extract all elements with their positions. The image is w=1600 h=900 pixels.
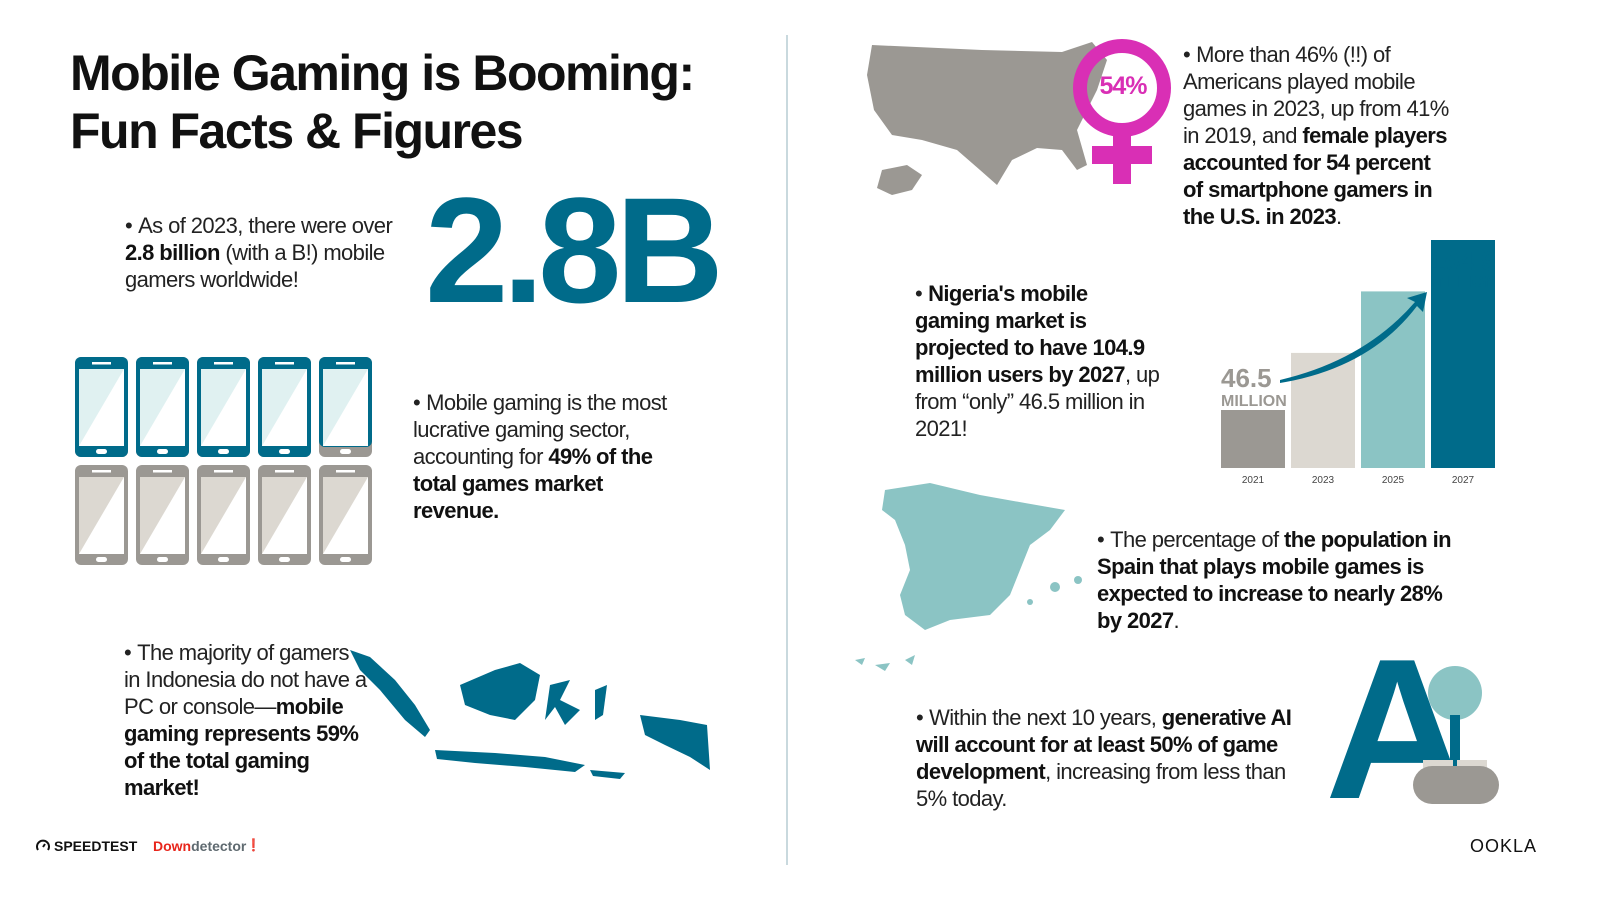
phone-icon xyxy=(75,465,128,565)
fact-gamers: • As of 2023, there were over 2.8 billion… xyxy=(125,213,393,292)
phone-screen-shine xyxy=(262,477,307,554)
bar-2021 xyxy=(1221,410,1285,468)
x-tick-label: 2027 xyxy=(1452,475,1475,486)
phone-button xyxy=(157,449,168,454)
phone-button xyxy=(218,449,229,454)
phone-button xyxy=(157,557,168,562)
speedtest-logo: SPEEDTEST xyxy=(36,838,137,854)
data-label-first-unit: MILLION xyxy=(1221,393,1287,410)
fact-ai: • Within the next 10 years, generative AI… xyxy=(916,705,1292,811)
phone-icon xyxy=(75,357,128,457)
downdetector-logo: Downdetector❗ xyxy=(153,838,262,854)
phone-screen-shine xyxy=(201,369,246,446)
phone-speaker xyxy=(275,362,294,365)
phone-screen-shine xyxy=(201,477,246,554)
big-number: 2.8B xyxy=(425,166,724,334)
data-label-last-unit: MILLION xyxy=(1430,274,1496,291)
alert-icon: ❗ xyxy=(246,838,262,852)
phone-speaker xyxy=(153,362,172,365)
usa-map-icon xyxy=(867,42,1107,195)
x-tick-label: 2023 xyxy=(1312,475,1335,486)
phone-button xyxy=(96,557,107,562)
bar-2027 xyxy=(1431,240,1495,468)
phone-icon xyxy=(197,357,250,457)
data-label-first: 46.5 xyxy=(1221,363,1272,393)
phone-button xyxy=(218,557,229,562)
phone-speaker xyxy=(336,470,355,473)
phone-speaker xyxy=(275,470,294,473)
phone-button xyxy=(340,557,351,562)
phone-speaker xyxy=(153,470,172,473)
phone-speaker xyxy=(336,362,355,365)
phone-screen-shine xyxy=(262,369,307,446)
data-label-last: 104.9 xyxy=(1430,246,1495,276)
indonesia-map-icon xyxy=(350,650,710,779)
phone-icon xyxy=(136,465,189,565)
fact-indonesia: • The majority of gamers in Indonesia do … xyxy=(124,640,367,800)
phone-speaker xyxy=(214,362,233,365)
fact-revenue: • Mobile gaming is the most lucrative gam… xyxy=(413,390,667,523)
phone-icon xyxy=(319,357,372,457)
phone-icon xyxy=(197,465,250,565)
phone-icon xyxy=(136,357,189,457)
phone-button xyxy=(279,557,290,562)
phone-screen-shine xyxy=(140,369,185,446)
female-share-badge: 54% xyxy=(1099,72,1147,100)
gauge-icon xyxy=(36,839,50,851)
phone-speaker xyxy=(92,362,111,365)
x-tick-label: 2021 xyxy=(1242,475,1265,486)
fact-usa: • More than 46% (!!) of Americans played … xyxy=(1183,42,1449,229)
female-symbol-icon xyxy=(1073,39,1171,184)
phone-button xyxy=(279,449,290,454)
fact-nigeria: • Nigeria's mobile gaming market is proje… xyxy=(915,281,1160,441)
phone-screen-shine xyxy=(79,369,124,446)
bar-2025 xyxy=(1361,291,1425,468)
phone-speaker xyxy=(214,470,233,473)
phone-icon xyxy=(258,357,311,457)
phones-graphic xyxy=(75,357,372,565)
phone-screen-shine xyxy=(323,477,368,554)
spain-map-icon xyxy=(855,483,1082,671)
phone-screen-shine xyxy=(140,477,185,554)
phone-screen-shine xyxy=(323,369,368,446)
phone-speaker xyxy=(92,470,111,473)
phone-button xyxy=(96,449,107,454)
joystick-icon xyxy=(1413,666,1499,804)
phone-screen-shine xyxy=(79,477,124,554)
ookla-logo: OOKLA xyxy=(1470,836,1538,856)
phone-button xyxy=(340,449,351,454)
x-tick-label: 2025 xyxy=(1382,475,1405,486)
phone-icon xyxy=(258,465,311,565)
column-divider xyxy=(786,35,788,865)
phone-icon xyxy=(319,465,372,565)
page-title: Mobile Gaming is Booming: Fun Facts & Fi… xyxy=(70,45,695,159)
fact-spain: • The percentage of the population in Spa… xyxy=(1097,527,1452,633)
